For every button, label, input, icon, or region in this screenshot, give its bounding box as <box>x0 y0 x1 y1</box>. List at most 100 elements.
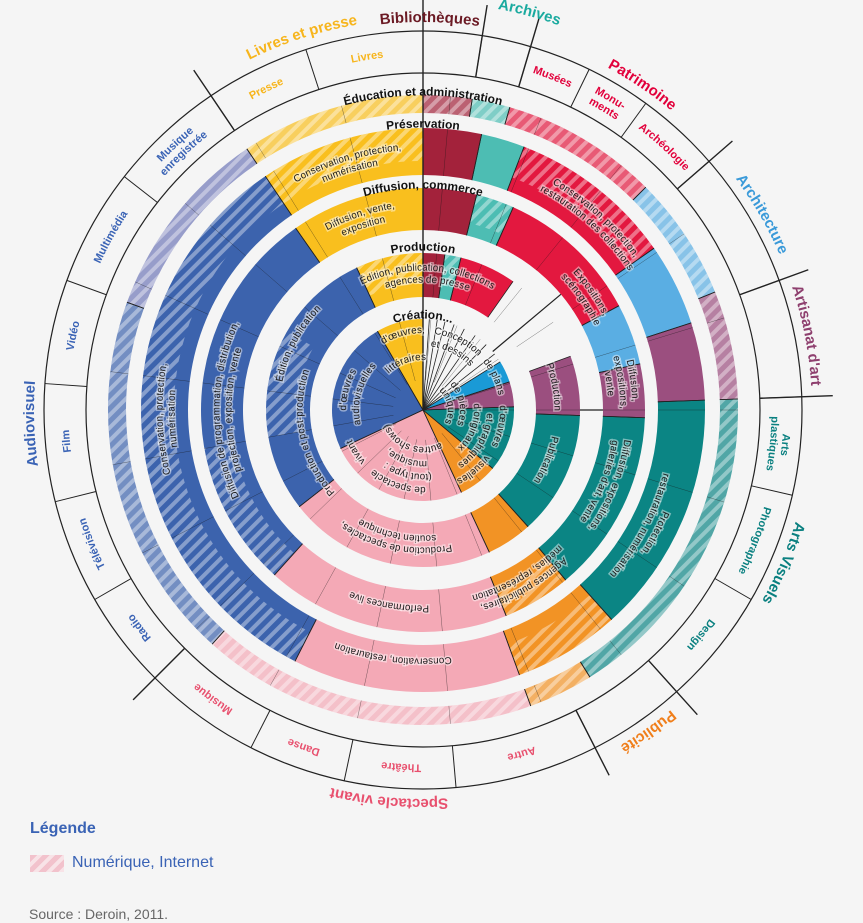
digital-hatch-overlay <box>246 95 423 164</box>
subdomain-label: Photographie <box>736 505 773 576</box>
divider-line <box>536 237 563 271</box>
divider-line <box>55 491 97 503</box>
subdomain-label: Autre <box>506 744 537 764</box>
divider-line <box>572 285 608 310</box>
ring-pres-segment-sv <box>294 619 520 693</box>
ring-diff-segment-pat <box>496 207 620 326</box>
divider-line <box>580 661 591 678</box>
digital-hatch-overlay <box>580 399 738 678</box>
digital-hatch-overlay <box>504 107 646 200</box>
subdomain-label: plastiques <box>763 416 780 472</box>
divider-line <box>364 639 375 686</box>
divider-line <box>438 188 443 231</box>
digital-hatch-overlay <box>698 291 738 400</box>
divider-line <box>570 190 601 228</box>
digital-hatch-overlay <box>524 661 590 707</box>
divider-line <box>425 439 432 501</box>
divider-line <box>516 472 554 499</box>
ring-prod-segment-sv <box>299 479 490 567</box>
subdomain-label: Radio <box>125 611 153 643</box>
divider-line <box>595 344 636 358</box>
divider-line <box>422 361 501 411</box>
divider-line <box>268 429 312 438</box>
divider-line <box>647 478 693 493</box>
subdomain-label: Musique <box>191 681 234 717</box>
divider-line <box>451 745 457 788</box>
divider-line <box>202 382 245 389</box>
divider-line <box>447 358 499 394</box>
ring-crea-segment-sv <box>340 410 462 501</box>
divider-line <box>422 406 514 411</box>
divider-line <box>595 462 636 476</box>
domain-boundary-line <box>575 709 610 776</box>
domain-label-av: Arts Visuels <box>759 520 809 607</box>
domain-boundary-line <box>647 659 698 716</box>
divider-line <box>315 567 336 605</box>
divider-line <box>126 301 145 309</box>
divider-line <box>529 355 571 372</box>
ring-crea-segment-crea_blue <box>423 361 510 410</box>
divider-line <box>44 383 87 387</box>
divider-line <box>438 254 446 299</box>
divider-line <box>570 592 601 630</box>
divider-line <box>471 134 483 181</box>
divider-line <box>425 319 432 381</box>
divider-line <box>470 512 490 553</box>
divider-line <box>490 576 507 616</box>
divider-line <box>339 372 396 399</box>
divider-line <box>438 589 443 632</box>
divider-line <box>706 317 725 324</box>
divider-line <box>572 510 608 535</box>
divider-line <box>432 253 437 298</box>
divider-line <box>449 257 462 301</box>
divider-line <box>112 461 131 465</box>
digital-hatch-overlay <box>469 98 510 125</box>
digital-hatch-overlay <box>356 253 423 296</box>
divider-line <box>376 586 386 628</box>
ring-crea-segment-pub <box>423 410 493 493</box>
divider-line <box>346 508 369 548</box>
divider-line <box>299 479 335 507</box>
divider-line <box>354 350 401 391</box>
divider-line <box>465 264 483 306</box>
hatch-swatch-icon <box>30 854 64 872</box>
divider-line <box>246 148 258 164</box>
divider-line <box>270 669 280 686</box>
domain-boundary-line <box>518 16 541 88</box>
divider-line <box>498 493 529 527</box>
divider-line <box>469 98 473 117</box>
divider-line <box>341 105 347 124</box>
digital-hatch-overlay <box>265 128 423 204</box>
divider-line <box>602 415 645 419</box>
digital-hatch-overlay <box>107 302 225 645</box>
ring-pres-segment-bib <box>423 128 482 181</box>
divider-line <box>171 516 214 539</box>
divider-line <box>225 491 263 512</box>
divider-line <box>399 322 416 382</box>
divider-line <box>378 436 409 490</box>
divider-line <box>441 339 481 387</box>
divider-line <box>536 549 563 583</box>
ring-prod-segment-pub <box>470 493 529 553</box>
divider-line <box>448 705 451 724</box>
divider-line <box>220 319 259 338</box>
digital-hatch-overlay <box>469 194 514 235</box>
divider-line <box>304 306 338 337</box>
divider-line <box>357 430 402 474</box>
divider-line <box>274 543 303 576</box>
digital-hatch-overlay <box>212 630 531 726</box>
domain-boundary-line <box>132 647 186 701</box>
divider-line <box>495 207 514 246</box>
divider-line <box>357 700 362 719</box>
divider-line <box>185 203 200 216</box>
digital-hatch-overlay <box>266 331 314 438</box>
divider-line <box>341 423 397 452</box>
divider-line <box>632 186 647 201</box>
divider-line <box>502 630 520 676</box>
divider-line <box>465 514 483 556</box>
divider-line <box>264 175 292 216</box>
divider-line <box>94 578 132 600</box>
divider-line <box>620 103 647 138</box>
divider-line <box>510 627 529 672</box>
subdomain-label: Livres <box>350 49 384 66</box>
